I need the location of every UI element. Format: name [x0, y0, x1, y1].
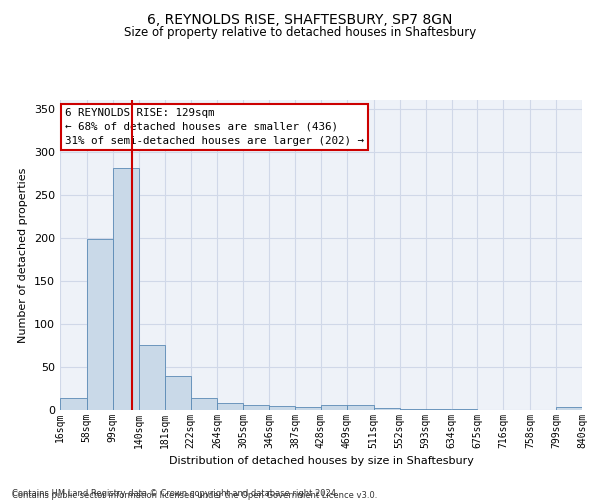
Bar — [347, 405, 374, 410]
Bar — [269, 406, 295, 410]
Bar — [60, 398, 86, 410]
Bar — [295, 406, 321, 410]
Text: 6 REYNOLDS RISE: 129sqm
← 68% of detached houses are smaller (436)
31% of semi-d: 6 REYNOLDS RISE: 129sqm ← 68% of detache… — [65, 108, 364, 146]
Bar — [191, 398, 217, 410]
Bar — [243, 405, 269, 410]
X-axis label: Distribution of detached houses by size in Shaftesbury: Distribution of detached houses by size … — [169, 456, 473, 466]
Bar — [86, 238, 113, 410]
Bar — [452, 409, 478, 410]
Bar — [164, 376, 191, 410]
Bar — [139, 346, 164, 410]
Bar — [374, 408, 400, 410]
Text: Contains public sector information licensed under the Open Government Licence v3: Contains public sector information licen… — [12, 491, 377, 500]
Bar — [556, 408, 582, 410]
Y-axis label: Number of detached properties: Number of detached properties — [19, 168, 28, 342]
Bar — [217, 403, 243, 410]
Bar — [321, 405, 347, 410]
Bar — [425, 409, 451, 410]
Text: Size of property relative to detached houses in Shaftesbury: Size of property relative to detached ho… — [124, 26, 476, 39]
Text: Contains HM Land Registry data © Crown copyright and database right 2024.: Contains HM Land Registry data © Crown c… — [12, 488, 338, 498]
Bar — [400, 409, 425, 410]
Bar — [113, 168, 139, 410]
Text: 6, REYNOLDS RISE, SHAFTESBURY, SP7 8GN: 6, REYNOLDS RISE, SHAFTESBURY, SP7 8GN — [148, 12, 452, 26]
